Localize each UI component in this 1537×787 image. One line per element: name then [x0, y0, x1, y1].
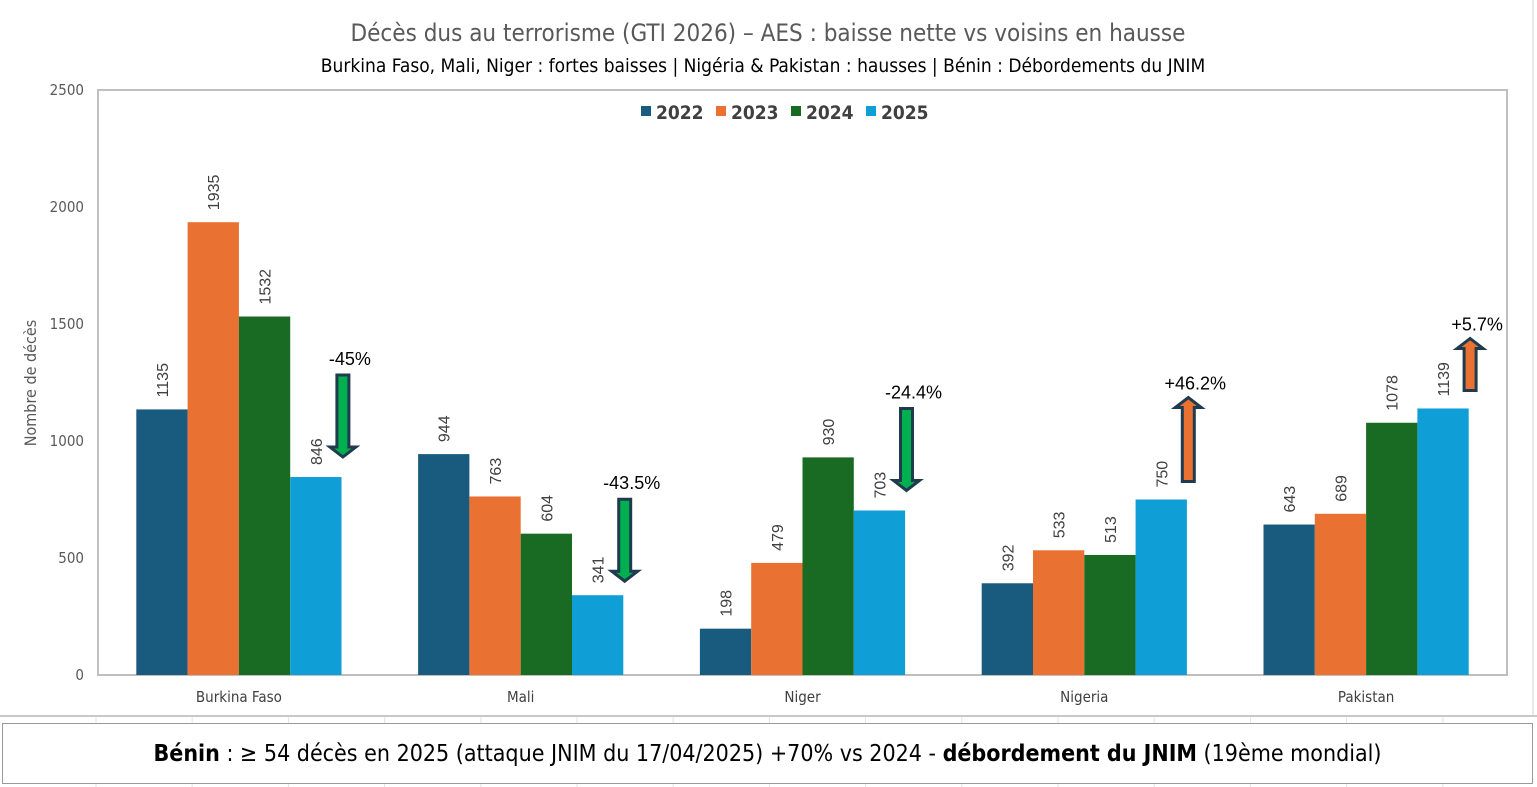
data-label: 930	[821, 419, 838, 446]
y-tick-label: 1500	[50, 315, 84, 333]
change-label: -43.5%	[603, 473, 660, 493]
legend-swatch-2023	[716, 106, 726, 116]
bar-mali-2022	[418, 454, 470, 675]
data-label: 604	[539, 495, 556, 522]
data-label: 846	[309, 438, 326, 465]
chart-title: Décès dus au terrorisme (GTI 2026) – AES…	[351, 19, 1186, 47]
change-label: +5.7%	[1451, 314, 1503, 334]
bar-pakistan-2024	[1366, 422, 1418, 675]
change-label: -24.4%	[885, 382, 942, 402]
data-label: 1139	[1436, 362, 1453, 397]
legend-label-2025: 2025	[881, 102, 929, 124]
bar-mali-2024	[520, 533, 572, 675]
legend-label-2023: 2023	[731, 102, 779, 124]
data-label: 198	[719, 590, 736, 617]
bar-mali-2025	[572, 595, 624, 675]
bar-pakistan-2022	[1263, 524, 1315, 675]
x-tick-label: Nigeria	[1060, 688, 1108, 706]
chart-subtitle: Burkina Faso, Mali, Niger : fortes baiss…	[321, 55, 1205, 77]
data-label: 944	[437, 415, 454, 442]
bar-nigeria-2024	[1084, 554, 1136, 675]
bar-nigeria-2023	[1033, 550, 1085, 675]
note-country: Bénin	[153, 740, 220, 767]
y-axis-label: Nombre de décès	[21, 320, 40, 447]
bar-burkina-faso-2023	[187, 222, 239, 675]
benin-note: Bénin : ≥ 54 décès en 2025 (attaque JNIM…	[2, 723, 1533, 784]
data-label: 1078	[1385, 375, 1402, 411]
bar-mali-2023	[469, 496, 521, 675]
legend-label-2022: 2022	[656, 102, 704, 124]
bar-niger-2025	[853, 510, 906, 675]
bar-niger-2024	[802, 457, 854, 675]
note-text: : ≥ 54 décès en 2025 (attaque JNIM du 17…	[219, 740, 943, 767]
arrow-up-icon	[1170, 395, 1206, 483]
legend-swatch-2022	[641, 106, 651, 116]
arrow-down-icon	[607, 497, 643, 584]
data-label: 392	[1000, 544, 1017, 571]
x-tick-label: Mali	[507, 688, 534, 706]
data-label: 763	[488, 458, 505, 485]
bar-niger-2023	[751, 562, 803, 675]
arrow-down-icon	[325, 373, 361, 459]
data-label: 750	[1154, 461, 1171, 488]
legend-label-2024: 2024	[806, 102, 854, 124]
bar-nigeria-2022	[981, 583, 1033, 675]
change-label: +46.2%	[1165, 374, 1227, 394]
bar-niger-2022	[699, 628, 752, 675]
data-label: 1135	[155, 363, 172, 398]
y-tick-label: 2000	[50, 198, 84, 216]
note-bold: débordement du JNIM	[942, 740, 1197, 767]
data-label: 479	[770, 524, 787, 551]
y-tick-label: 500	[58, 549, 84, 567]
bar-burkina-faso-2024	[238, 316, 291, 675]
arrow-up-icon	[1452, 336, 1488, 392]
change-label: -45%	[329, 349, 371, 369]
data-label: 533	[1052, 511, 1069, 538]
bar-nigeria-2025	[1135, 499, 1187, 675]
legend-swatch-2024	[791, 106, 801, 116]
data-label: 341	[591, 556, 608, 583]
note-text-end: (19ème mondial)	[1196, 740, 1382, 767]
x-tick-label: Pakistan	[1338, 688, 1394, 706]
x-tick-label: Burkina Faso	[196, 688, 282, 706]
y-tick-label: 2500	[50, 81, 84, 99]
data-label: 689	[1333, 475, 1350, 502]
data-label: 1532	[258, 269, 275, 305]
bar-pakistan-2023	[1314, 513, 1367, 675]
arrow-down-icon	[889, 406, 924, 493]
bar-burkina-faso-2025	[290, 477, 342, 675]
data-label: 1935	[206, 175, 223, 211]
bar-burkina-faso-2022	[136, 409, 188, 675]
y-tick-label: 0	[75, 666, 84, 684]
bar-pakistan-2025	[1417, 408, 1469, 675]
legend-swatch-2025	[866, 106, 876, 116]
data-label: 643	[1282, 486, 1299, 513]
y-tick-label: 1000	[50, 432, 84, 450]
data-label: 513	[1103, 516, 1120, 543]
data-label: 703	[872, 472, 889, 499]
x-tick-label: Niger	[784, 688, 821, 706]
